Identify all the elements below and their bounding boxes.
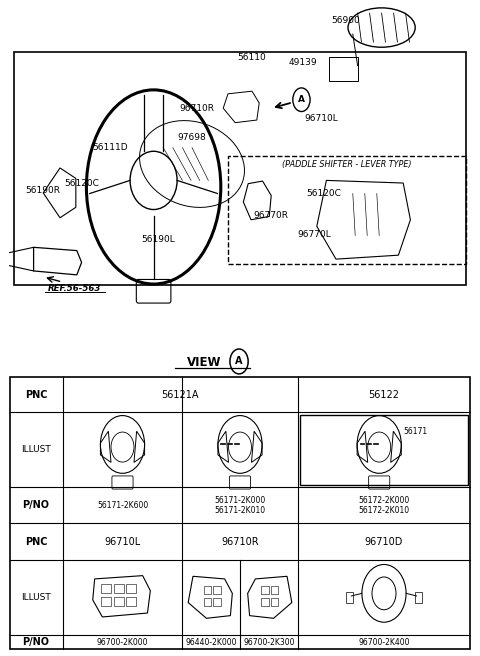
Bar — [101, 597, 111, 606]
Text: 96710D: 96710D — [365, 537, 403, 546]
Bar — [213, 598, 221, 606]
Text: 56120C: 56120C — [64, 179, 99, 188]
Text: A: A — [298, 95, 305, 104]
Text: 56172-2K000
56172-2K010: 56172-2K000 56172-2K010 — [359, 496, 409, 515]
Bar — [300, 415, 468, 485]
Text: 96700-2K300: 96700-2K300 — [243, 638, 295, 647]
Text: 56110: 56110 — [238, 53, 266, 62]
Text: 56190L: 56190L — [142, 235, 175, 244]
Text: ILLUST: ILLUST — [21, 593, 51, 602]
Bar — [101, 584, 111, 593]
Text: 96770R: 96770R — [254, 211, 288, 220]
Text: P/NO: P/NO — [23, 501, 49, 510]
Text: (PADDLE SHIFTER - LEVER TYPE): (PADDLE SHIFTER - LEVER TYPE) — [282, 159, 411, 169]
Bar — [261, 586, 269, 594]
Bar — [114, 597, 124, 606]
Text: 96710R: 96710R — [221, 537, 259, 546]
Text: 96700-2K400: 96700-2K400 — [358, 638, 410, 647]
Text: 56121A: 56121A — [161, 390, 199, 400]
Text: 56111D: 56111D — [93, 143, 128, 152]
Bar — [204, 586, 211, 594]
Bar — [126, 597, 136, 606]
Bar — [415, 592, 422, 603]
Text: 56122: 56122 — [369, 390, 399, 400]
Text: 56900: 56900 — [331, 16, 360, 26]
Text: VIEW: VIEW — [187, 356, 221, 369]
Text: 96440-2K000: 96440-2K000 — [185, 638, 237, 647]
Text: PNC: PNC — [25, 537, 48, 546]
Text: 97698: 97698 — [178, 133, 206, 142]
Bar — [10, 377, 470, 649]
Bar — [271, 598, 278, 606]
Text: 56120C: 56120C — [307, 189, 341, 198]
Text: 96700-2K000: 96700-2K000 — [97, 638, 148, 647]
Text: A: A — [235, 356, 243, 367]
Text: 96710L: 96710L — [305, 113, 338, 123]
Bar — [346, 592, 353, 603]
Text: PNC: PNC — [25, 390, 48, 400]
Text: 96770L: 96770L — [298, 230, 331, 239]
Text: 96710L: 96710L — [104, 537, 141, 546]
Bar — [228, 156, 466, 264]
Bar — [14, 52, 466, 285]
Bar — [126, 584, 136, 593]
Text: ILLUST: ILLUST — [21, 445, 51, 454]
Text: P/NO: P/NO — [23, 637, 49, 647]
Text: 56171-2K600: 56171-2K600 — [97, 501, 148, 510]
Bar — [204, 598, 211, 606]
Text: 49139: 49139 — [289, 58, 318, 67]
Bar — [213, 586, 221, 594]
Bar — [271, 586, 278, 594]
Text: 56171-2K000
56171-2K010: 56171-2K000 56171-2K010 — [215, 496, 265, 515]
Text: 56171: 56171 — [403, 427, 427, 436]
Text: 56190R: 56190R — [26, 186, 60, 195]
Text: REF.56-563: REF.56-563 — [48, 284, 101, 293]
Text: 96710R: 96710R — [180, 104, 214, 113]
Bar — [261, 598, 269, 606]
Bar — [114, 584, 124, 593]
